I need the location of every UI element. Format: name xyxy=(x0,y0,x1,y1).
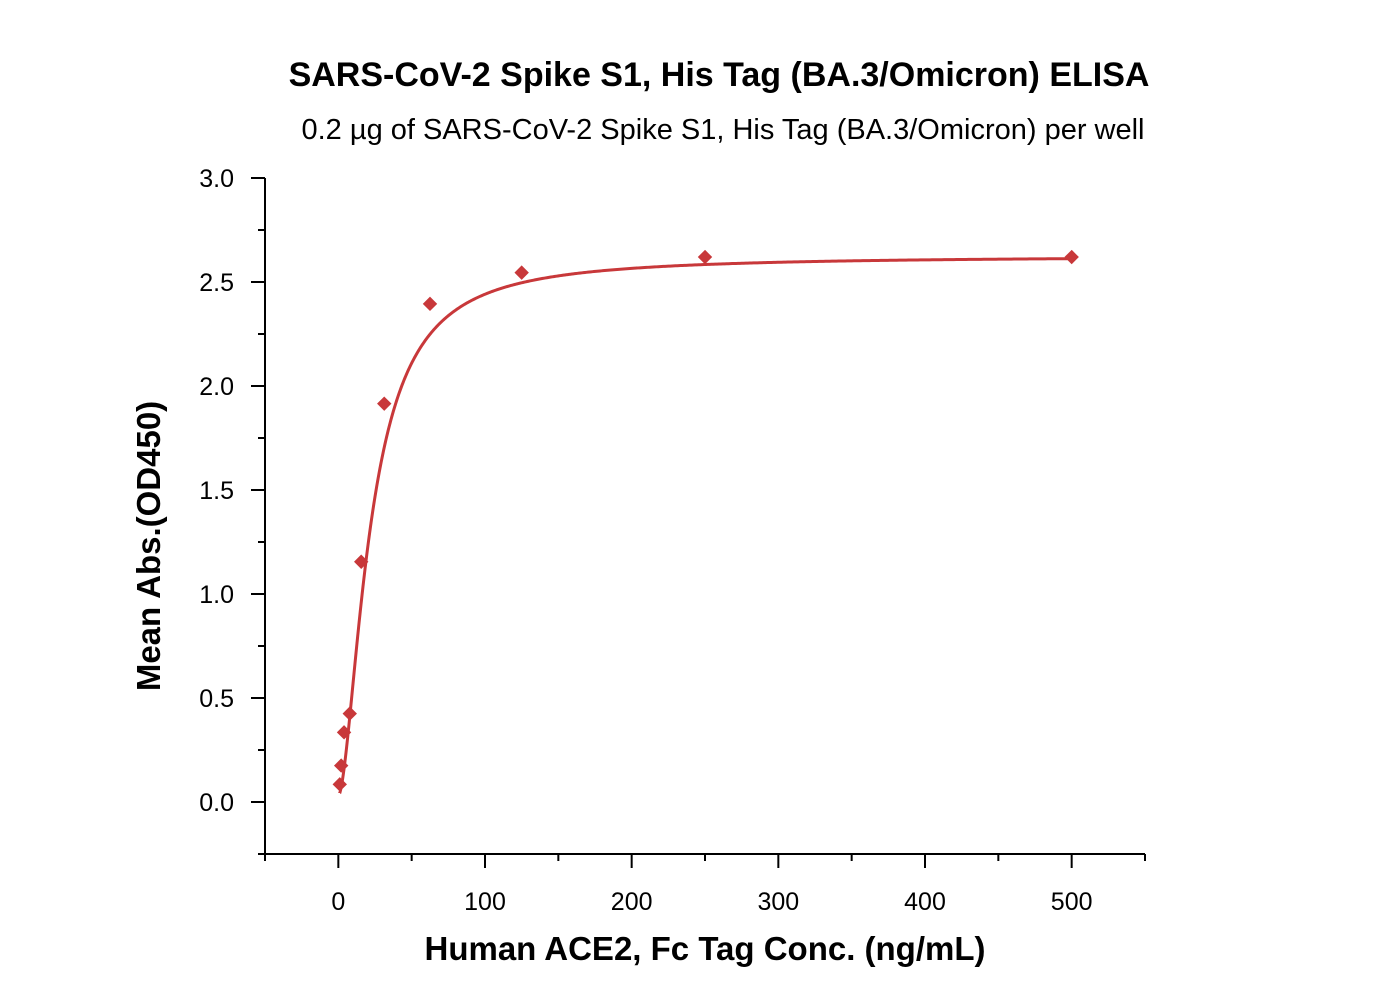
axes xyxy=(264,178,1145,855)
x-tick-label: 100 xyxy=(464,888,506,916)
y-tick-label: 3.0 xyxy=(199,165,234,193)
data-point xyxy=(342,706,357,721)
x-tick-label: 0 xyxy=(331,888,345,916)
y-axis-title: Mean Abs.(OD450) xyxy=(130,401,167,691)
tick-labels: 0.0 0.5 1.0 1.5 2.0 2.5 3.0 0 100 200 300 400 500 xyxy=(199,165,1092,916)
chart-subtitle: 0.2 µg of SARS-CoV-2 Spike S1, His Tag (… xyxy=(301,114,1144,146)
data-point xyxy=(333,758,349,773)
data-point xyxy=(514,265,529,280)
data-point xyxy=(422,296,438,312)
x-tick-label: 400 xyxy=(904,888,946,916)
data-points-layer xyxy=(332,249,1079,792)
fit-curve-layer xyxy=(338,257,1072,795)
data-point xyxy=(1064,249,1079,265)
chart-title: SARS-CoV-2 Spike S1, His Tag (BA.3/Omicr… xyxy=(289,56,1150,94)
x-tick-label: 200 xyxy=(611,888,653,916)
y-tick-label: 0.0 xyxy=(199,789,234,817)
y-tick-label: 1.0 xyxy=(199,581,234,609)
data-point xyxy=(697,249,713,265)
x-tick-label: 300 xyxy=(757,888,799,916)
y-tick-label: 0.5 xyxy=(199,685,234,713)
data-point xyxy=(354,554,369,569)
x-tick-label: 500 xyxy=(1051,888,1093,916)
data-point xyxy=(332,777,347,792)
tick-marks xyxy=(251,177,1146,868)
data-point xyxy=(336,725,352,740)
y-tick-label: 2.0 xyxy=(199,373,234,401)
fit-curve xyxy=(338,257,1072,795)
y-tick-label: 2.5 xyxy=(199,269,234,297)
x-axis-title: Human ACE2, Fc Tag Conc. (ng/mL) xyxy=(424,930,985,967)
y-tick-label: 1.5 xyxy=(199,477,234,505)
data-point xyxy=(377,396,392,411)
